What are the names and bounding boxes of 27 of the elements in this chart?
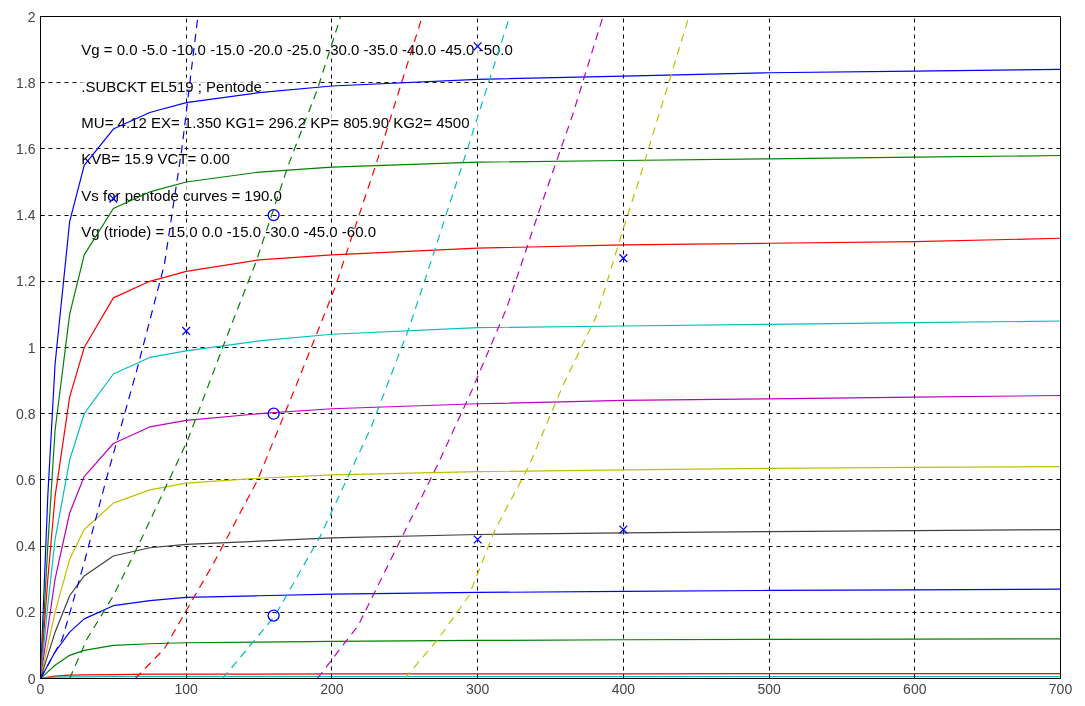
annotation: Vg (triode) = 15.0 0.0 -15.0 -30.0 -45.0 -60.0 — [81, 223, 377, 241]
point — [267, 609, 280, 622]
y-tick-label: 0.2 — [16, 604, 36, 621]
point — [181, 326, 191, 336]
annotation: .SUBCKT EL519 ; Pentode — [81, 77, 262, 95]
x-tick-label: 700 — [1048, 680, 1073, 697]
x-tick-label: 100 — [174, 680, 199, 697]
x-tick-label: 400 — [611, 680, 636, 697]
x-tick-label: 300 — [465, 680, 490, 697]
x-tick-label: 500 — [757, 680, 781, 697]
point — [618, 253, 628, 263]
y-tick-label: 1.6 — [16, 140, 36, 157]
y-tick-label: 1.8 — [16, 74, 36, 91]
point — [618, 525, 628, 535]
y-tick-label: 1.4 — [16, 207, 36, 224]
y-tick-label: 0.8 — [16, 405, 36, 422]
point — [267, 208, 280, 222]
y-tick-label: 0.4 — [16, 538, 36, 555]
y-tick-label: 0.6 — [16, 471, 36, 488]
y-tick-label: 2 — [27, 8, 36, 25]
y-tick-label: 1 — [27, 339, 36, 356]
point — [473, 534, 483, 545]
point — [267, 407, 280, 420]
annotation: Vg = 0.0 -5.0 -10.0 -15.0 -20.0 -25.0 -30.0 -35.0 -40.0 -45.0 -50.0 — [81, 41, 513, 59]
x-tick-label: 600 — [903, 680, 927, 697]
x-tick-label: 200 — [320, 680, 344, 697]
y-tick-label: 1.2 — [16, 273, 36, 290]
